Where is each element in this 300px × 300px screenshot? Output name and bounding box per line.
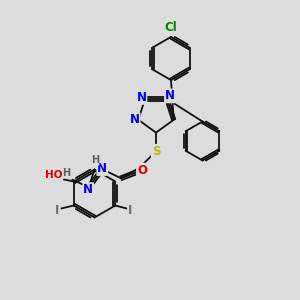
- Text: HO: HO: [45, 170, 63, 180]
- Text: Cl: Cl: [165, 21, 177, 34]
- Text: I: I: [128, 203, 133, 217]
- Text: S: S: [152, 145, 160, 158]
- Text: N: N: [165, 89, 175, 103]
- Text: O: O: [137, 164, 147, 177]
- Text: N: N: [136, 91, 146, 104]
- Text: I: I: [55, 203, 60, 217]
- Text: N: N: [130, 113, 140, 126]
- Text: N: N: [97, 162, 107, 175]
- Text: N: N: [83, 183, 93, 196]
- Text: H: H: [91, 155, 99, 165]
- Text: H: H: [61, 168, 70, 178]
